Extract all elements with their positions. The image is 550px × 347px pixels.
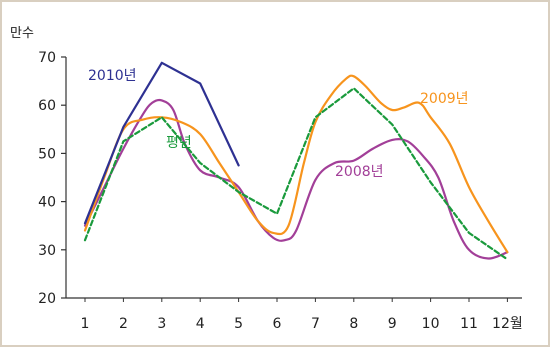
x-tick-label: 11 — [460, 316, 478, 332]
x-tick-label: 8 — [349, 316, 358, 332]
x-tick-label: 3 — [157, 316, 166, 332]
x-tick-label: 7 — [311, 316, 320, 332]
series-line — [83, 87, 509, 261]
y-tick-label: 70 — [38, 50, 56, 66]
series-line — [83, 98, 509, 260]
series-label: 2009년 — [420, 91, 469, 107]
y-tick-label: 60 — [38, 98, 56, 114]
x-axis-ticks: 1 2 3 4 5 6 7 8 9 10 11 12월 — [81, 298, 523, 332]
y-axis-ticks: 20 30 40 50 60 70 — [38, 50, 66, 307]
series-label: 평년 — [166, 135, 192, 151]
x-tick-label: 1 — [81, 316, 90, 332]
x-tick-label: 4 — [196, 316, 205, 332]
y-tick-label: 30 — [38, 243, 56, 259]
y-axis-unit-label: 만수 — [10, 26, 34, 41]
x-tick-label: 5 — [234, 316, 243, 332]
y-tick-label: 20 — [38, 291, 56, 307]
series-line — [83, 61, 240, 225]
series-label: 2008년 — [335, 164, 384, 180]
x-tick-label: 9 — [388, 316, 397, 332]
x-tick-label: 2 — [119, 316, 128, 332]
y-tick-label: 50 — [38, 146, 56, 162]
series-line — [83, 74, 509, 254]
y-tick-label: 40 — [38, 195, 56, 211]
series-lines — [83, 61, 509, 261]
x-tick-label: 6 — [273, 316, 282, 332]
series-label: 2010년 — [88, 68, 137, 84]
x-tick-label: 10 — [422, 316, 440, 332]
x-tick-label: 12월 — [492, 316, 523, 332]
